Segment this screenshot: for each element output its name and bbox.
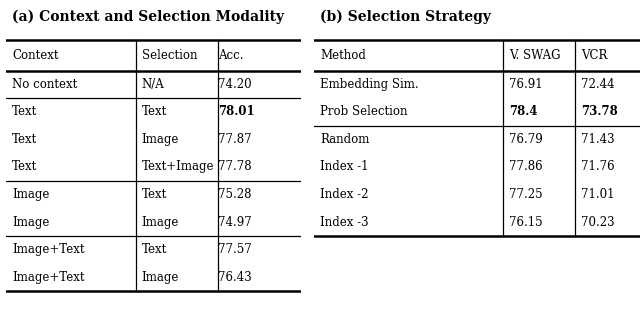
Text: Image: Image [142, 271, 179, 284]
Text: 74.97: 74.97 [218, 216, 252, 228]
Text: 76.79: 76.79 [509, 133, 543, 146]
Text: 77.86: 77.86 [509, 161, 543, 173]
Text: 75.28: 75.28 [218, 188, 252, 201]
Text: V. SWAG: V. SWAG [509, 49, 561, 62]
Text: Context: Context [12, 49, 59, 62]
Text: Text: Text [142, 243, 167, 256]
Text: Text: Text [12, 161, 38, 173]
Text: 77.25: 77.25 [509, 188, 543, 201]
Text: Index -2: Index -2 [320, 188, 369, 201]
Text: No context: No context [12, 78, 77, 91]
Text: Embedding Sim.: Embedding Sim. [320, 78, 419, 91]
Text: Text: Text [142, 188, 167, 201]
Text: Index -1: Index -1 [320, 161, 369, 173]
Text: 71.43: 71.43 [581, 133, 615, 146]
Text: Acc.: Acc. [218, 49, 244, 62]
Text: 78.4: 78.4 [509, 106, 538, 118]
Text: 74.20: 74.20 [218, 78, 252, 91]
Text: Text: Text [12, 106, 38, 118]
Text: 71.76: 71.76 [581, 161, 615, 173]
Text: Image: Image [142, 133, 179, 146]
Text: VCR: VCR [581, 49, 607, 62]
Text: 77.78: 77.78 [218, 161, 252, 173]
Text: Image+Text: Image+Text [12, 243, 84, 256]
Text: Text: Text [12, 133, 38, 146]
Text: N/A: N/A [142, 78, 164, 91]
Text: Image: Image [12, 216, 50, 228]
Text: 72.44: 72.44 [581, 78, 615, 91]
Text: Random: Random [320, 133, 369, 146]
Text: Text: Text [142, 106, 167, 118]
Text: Image: Image [142, 216, 179, 228]
Text: (a) Context and Selection Modality: (a) Context and Selection Modality [12, 10, 284, 25]
Text: 73.78: 73.78 [581, 106, 618, 118]
Text: Image+Text: Image+Text [12, 271, 84, 284]
Text: 76.91: 76.91 [509, 78, 543, 91]
Text: 77.57: 77.57 [218, 243, 252, 256]
Text: 70.23: 70.23 [581, 216, 615, 228]
Text: Method: Method [320, 49, 366, 62]
Text: Prob Selection: Prob Selection [320, 106, 408, 118]
Text: 76.43: 76.43 [218, 271, 252, 284]
Text: 78.01: 78.01 [218, 106, 255, 118]
Text: Image: Image [12, 188, 50, 201]
Text: (b) Selection Strategy: (b) Selection Strategy [320, 10, 491, 25]
Text: 71.01: 71.01 [581, 188, 615, 201]
Text: Index -3: Index -3 [320, 216, 369, 228]
Text: 77.87: 77.87 [218, 133, 252, 146]
Text: Text+Image: Text+Image [142, 161, 214, 173]
Text: 76.15: 76.15 [509, 216, 543, 228]
Text: Selection: Selection [142, 49, 197, 62]
